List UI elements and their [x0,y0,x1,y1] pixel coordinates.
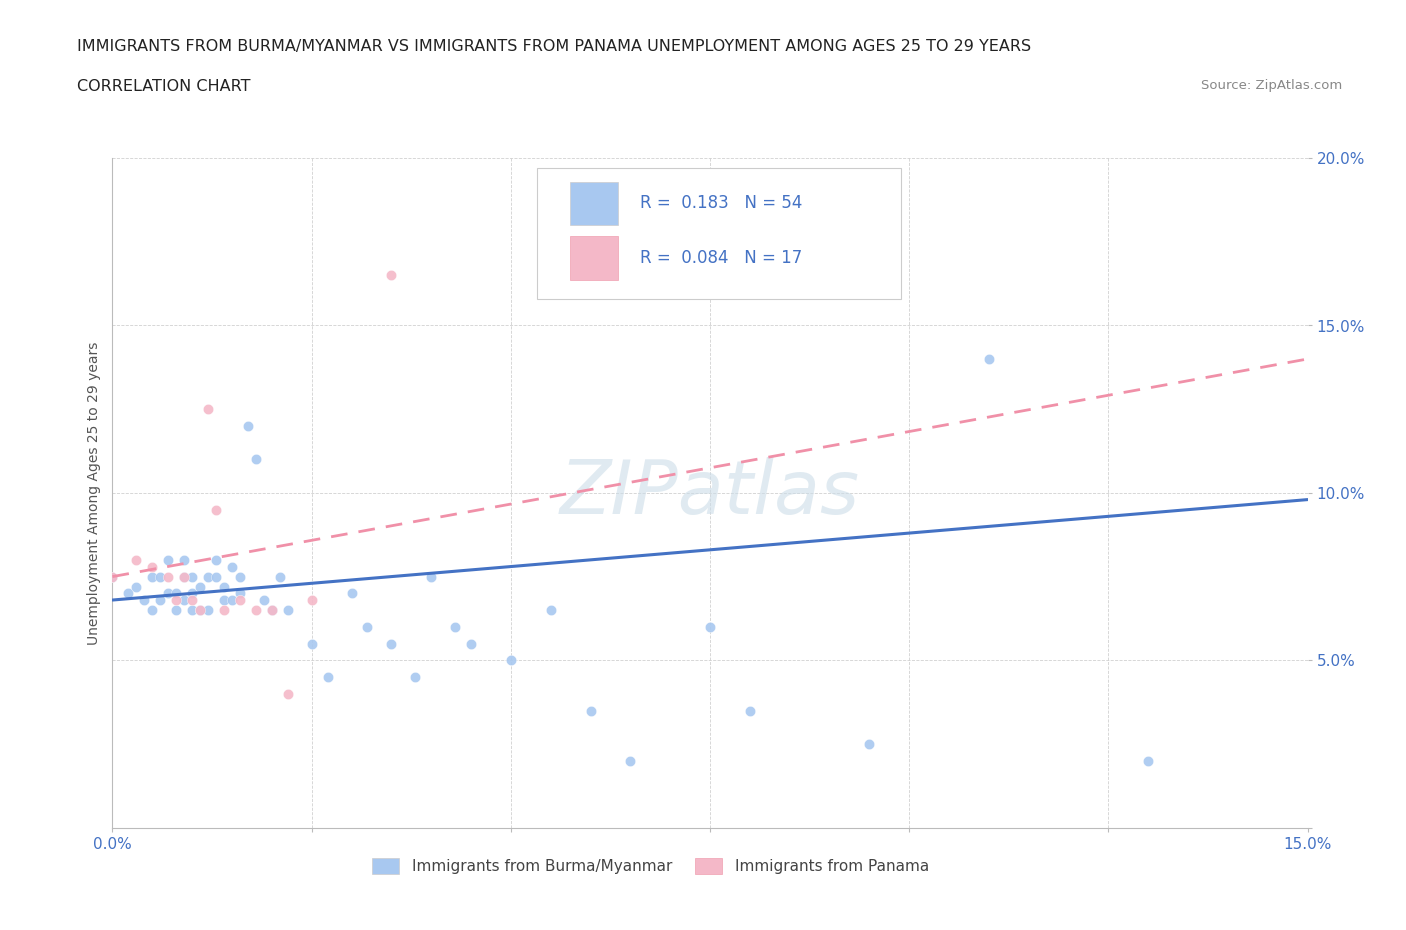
Point [236,418,259,433]
Point [141,569,163,584]
Point [277,603,299,618]
FancyBboxPatch shape [571,236,619,280]
Point [205,502,228,517]
Point [316,670,339,684]
Point [165,592,187,607]
Point [165,586,187,601]
Text: ZIPatlas: ZIPatlas [560,457,860,529]
Text: CORRELATION CHART: CORRELATION CHART [77,79,250,94]
Point [738,703,761,718]
Point [173,569,195,584]
Point [188,579,211,594]
Point [197,569,219,584]
Point [157,552,180,567]
Point [245,452,267,467]
FancyBboxPatch shape [571,181,619,225]
Point [579,703,602,718]
Point [404,670,426,684]
Point [157,569,180,584]
Point [181,586,204,601]
Point [420,569,443,584]
Legend: Immigrants from Burma/Myanmar, Immigrants from Panama: Immigrants from Burma/Myanmar, Immigrant… [366,852,935,881]
FancyBboxPatch shape [537,168,901,299]
Text: Source: ZipAtlas.com: Source: ZipAtlas.com [1202,79,1343,92]
Point [253,592,276,607]
Point [245,603,267,618]
Point [356,619,378,634]
Point [125,552,148,567]
Point [699,619,721,634]
Point [101,569,124,584]
Point [221,559,243,574]
Point [157,586,180,601]
Point [212,603,235,618]
Point [977,352,1000,366]
Point [1137,753,1160,768]
Point [141,603,163,618]
Point [181,592,204,607]
Point [205,552,228,567]
Point [101,569,124,584]
Point [260,603,283,618]
Point [277,686,299,701]
Point [229,569,252,584]
Point [149,569,172,584]
Point [165,603,187,618]
Point [540,603,562,618]
Point [181,569,204,584]
Point [197,603,219,618]
Point [260,603,283,618]
Point [619,753,641,768]
Point [858,737,880,751]
Point [173,592,195,607]
Point [173,569,195,584]
Point [205,569,228,584]
Point [181,603,204,618]
Point [229,592,252,607]
Text: R =  0.084   N = 17: R = 0.084 N = 17 [640,249,801,267]
Point [117,586,139,601]
Point [212,579,235,594]
Point [269,569,291,584]
Point [221,592,243,607]
Point [301,636,323,651]
Point [380,268,402,283]
Point [134,592,156,607]
Point [229,586,252,601]
Point [188,603,211,618]
Point [499,653,522,668]
Point [380,636,402,651]
Point [340,586,363,601]
Y-axis label: Unemployment Among Ages 25 to 29 years: Unemployment Among Ages 25 to 29 years [87,341,101,644]
Point [212,592,235,607]
Point [460,636,482,651]
Point [141,559,163,574]
Text: IMMIGRANTS FROM BURMA/MYANMAR VS IMMIGRANTS FROM PANAMA UNEMPLOYMENT AMONG AGES : IMMIGRANTS FROM BURMA/MYANMAR VS IMMIGRA… [77,39,1032,54]
Point [197,402,219,417]
Point [301,592,323,607]
Text: R =  0.183   N = 54: R = 0.183 N = 54 [640,194,801,212]
Point [125,579,148,594]
Point [188,603,211,618]
Point [444,619,467,634]
Point [149,592,172,607]
Point [173,552,195,567]
